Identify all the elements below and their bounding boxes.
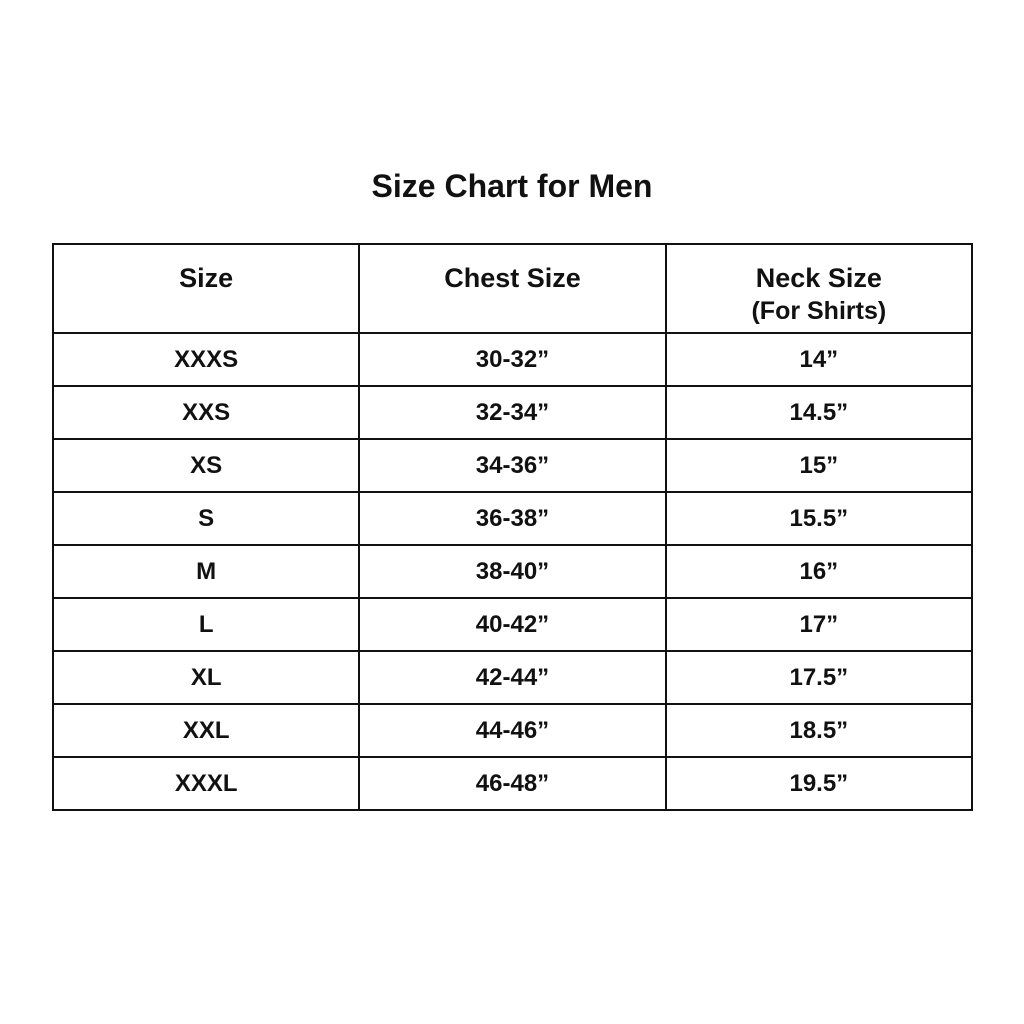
table-row: L 40-42” 17” <box>51 597 974 652</box>
header-sublabel: (For Shirts) <box>751 297 887 325</box>
cell-neck-size: 16” <box>664 544 974 599</box>
cell-size: XXXL <box>51 756 361 811</box>
header-label: Neck Size <box>755 263 882 293</box>
cell-neck-size: 17” <box>664 597 974 652</box>
cell-neck-size: 15” <box>664 438 974 493</box>
cell-size: XXL <box>51 703 361 758</box>
header-neck-size: Neck Size (For Shirts) <box>664 243 974 334</box>
header-label: Chest Size <box>444 263 581 293</box>
cell-neck-size: 15.5” <box>664 491 974 546</box>
page-title: Size Chart for Men <box>371 168 653 204</box>
cell-neck-size: 14” <box>664 332 974 387</box>
header-chest-size: Chest Size <box>358 243 667 334</box>
cell-size: M <box>51 544 361 599</box>
cell-neck-size: 17.5” <box>664 650 974 705</box>
table-row: XL 42-44” 17.5” <box>51 650 974 705</box>
header-size: Size <box>51 243 361 334</box>
cell-chest-size: 34-36” <box>358 438 667 493</box>
cell-size: S <box>51 491 361 546</box>
cell-chest-size: 42-44” <box>358 650 667 705</box>
table-row: XXXL 46-48” 19.5” <box>51 756 974 811</box>
cell-neck-size: 14.5” <box>664 385 974 440</box>
cell-neck-size: 18.5” <box>664 703 974 758</box>
cell-neck-size: 19.5” <box>664 756 974 811</box>
cell-size: XS <box>51 438 361 493</box>
cell-size: XL <box>51 650 361 705</box>
cell-chest-size: 30-32” <box>358 332 667 387</box>
table-row: XXS 32-34” 14.5” <box>51 385 974 440</box>
table-row: M 38-40” 16” <box>51 544 974 599</box>
cell-chest-size: 32-34” <box>358 385 667 440</box>
table-row: S 36-38” 15.5” <box>51 491 974 546</box>
table-row: XXXS 30-32” 14” <box>51 332 974 387</box>
cell-size: L <box>51 597 361 652</box>
table-row: XS 34-36” 15” <box>51 438 974 493</box>
header-row: Size Chest Size Neck Size (For Shirts) <box>51 243 974 334</box>
cell-chest-size: 40-42” <box>358 597 667 652</box>
cell-chest-size: 38-40” <box>358 544 667 599</box>
cell-chest-size: 44-46” <box>358 703 667 758</box>
cell-size: XXXS <box>51 332 361 387</box>
cell-chest-size: 36-38” <box>358 491 667 546</box>
size-chart-table: Size Chest Size Neck Size (For Shirts) XX… <box>51 243 974 811</box>
header-label: Size <box>179 263 234 293</box>
table-row: XXL 44-46” 18.5” <box>51 703 974 758</box>
cell-size: XXS <box>51 385 361 440</box>
cell-chest-size: 46-48” <box>358 756 667 811</box>
